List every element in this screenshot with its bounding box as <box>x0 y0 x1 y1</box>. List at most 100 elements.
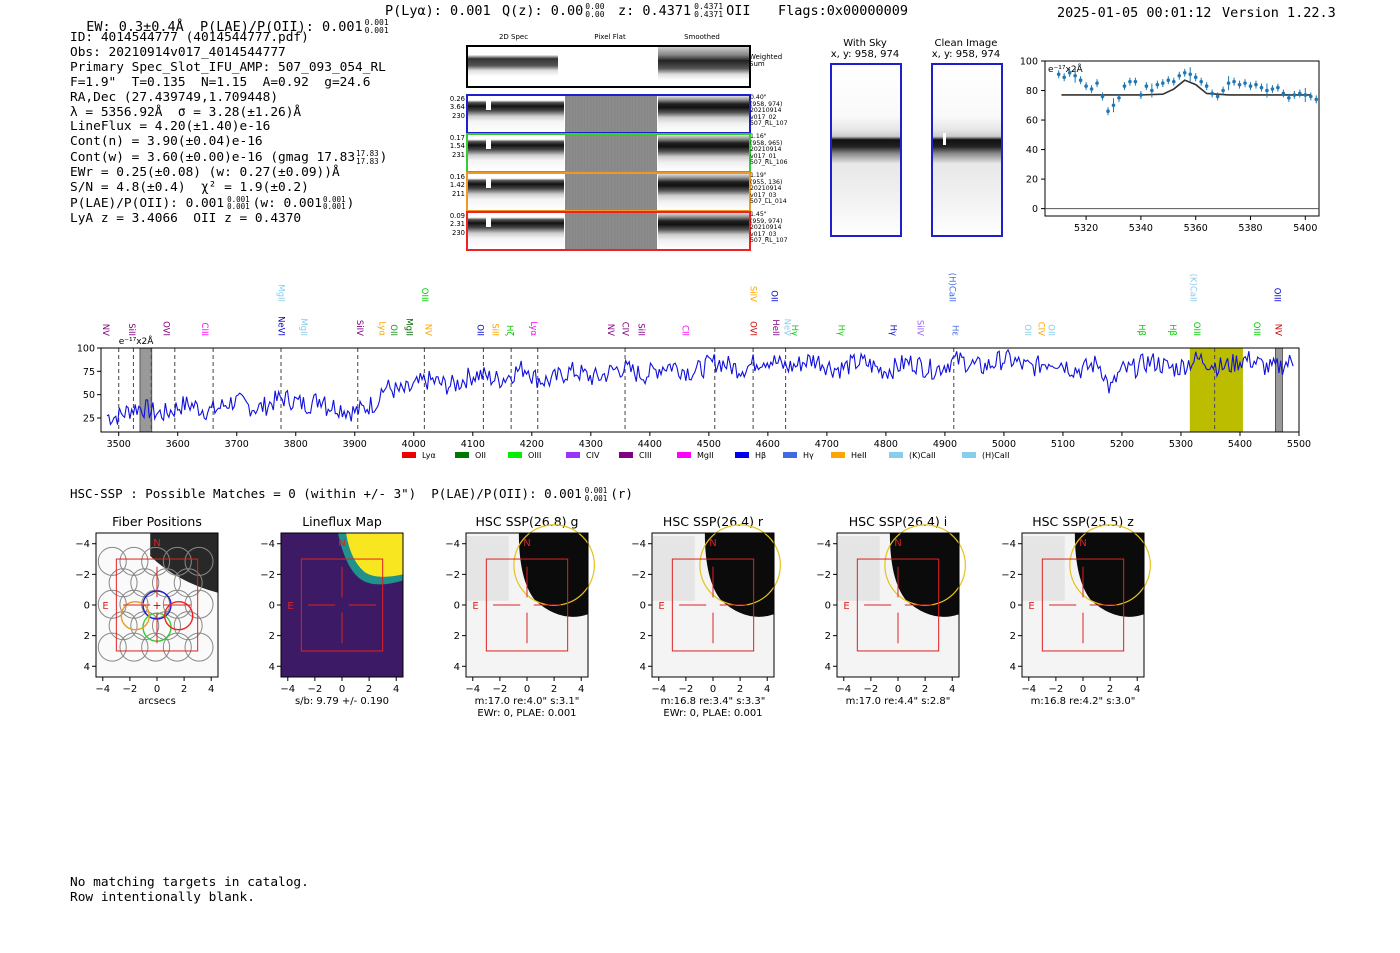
legend-label: (H)CaII <box>982 451 1009 460</box>
fiber-circle <box>184 632 214 662</box>
hsc-bright-source <box>1074 533 1144 617</box>
hsc-bright-source <box>889 533 959 617</box>
cutout-meta-line: v017_01 <box>750 152 777 160</box>
cutout-meta-line: 0.40" <box>750 94 767 101</box>
info-ewr: EWr = 0.25(±0.08) (w: 0.27(±0.09))Å <box>70 165 340 181</box>
info-lineflux: LineFlux = 4.20(±1.40)e-16 <box>70 119 271 135</box>
hsc-panel-caption: EWr: 0, PLAE: 0.001 <box>477 708 576 719</box>
spectrum-scale-label: e⁻¹⁷x2Å <box>119 335 155 347</box>
cutout-stat: 0.26 <box>449 95 465 103</box>
cutout-pixel-flat <box>565 96 657 132</box>
zoom-xtick-label: 5320 <box>1074 223 1098 234</box>
zoom-xtick-label: 5400 <box>1293 223 1317 234</box>
hsc-xtick-label: 4 <box>393 684 399 695</box>
legend-label: (K)CaII <box>909 451 936 460</box>
cutout-meta-line: (955, 136) <box>750 178 783 186</box>
hsc-ytick-label: −4 <box>445 539 460 550</box>
zoom-data-point <box>1193 75 1198 80</box>
cutout-meta-line: v017_03 <box>750 230 777 238</box>
hsc-xtick-label: 0 <box>710 684 716 695</box>
hsc-xtick-label: −4 <box>280 684 295 695</box>
zoom-data-point <box>1067 71 1072 75</box>
legend-label: Hβ <box>755 451 766 460</box>
spectrum-xtick-label: 5000 <box>992 439 1016 450</box>
cutout-2dspec <box>468 213 564 249</box>
spectral-line-label: SiII <box>126 323 136 336</box>
spectral-line-label: OII <box>388 324 398 336</box>
hsc-xtick-label: 0 <box>339 684 345 695</box>
zoom-data-point <box>1254 82 1258 87</box>
hsc-xtick-label: 2 <box>1107 684 1113 695</box>
hsc-xtick-label: −4 <box>95 684 110 695</box>
zoom-data-point <box>1073 73 1077 78</box>
hsc-xtick-label: 4 <box>208 684 214 695</box>
cutout-col-label: 2D Spec <box>498 33 529 41</box>
spectral-line-label: MgII <box>298 318 308 336</box>
info-id: ID: 4014544777 (4014544777.pdf) <box>70 30 309 45</box>
cutout-pixel-flat <box>565 213 657 249</box>
spectral-line-label: SiIV <box>354 320 364 336</box>
info-contn: Cont(n) = 3.90(±0.04)e-16 <box>70 134 263 150</box>
cutout-stat: 2.31 <box>449 220 465 229</box>
cutout-stat: 230 <box>452 228 465 237</box>
zoom-data-point <box>1095 81 1099 85</box>
spectral-line-label: NV <box>100 324 110 336</box>
legend-swatch <box>508 452 522 458</box>
cutout-row-meta: 1.45" (959, 974) 20210914 v017_03 507_RL_107 <box>750 211 795 245</box>
hsc-ytick-label: −2 <box>1001 570 1016 581</box>
info-primary: Primary Spec_Slot_IFU_AMP: 507_093_054_R… <box>70 59 386 75</box>
header-ew-plae: EW: 0.3±0.4Å P(LAE)/P(OII): 0.001 <box>86 19 363 35</box>
cutout-row-box <box>466 211 751 251</box>
fiber-circle <box>141 632 171 662</box>
spectral-line-label: SiIV <box>915 320 925 336</box>
cutout-meta-line: (958, 974) <box>750 100 783 108</box>
zoom-ytick-label: 0 <box>1032 204 1038 215</box>
spectral-line-label: CIV <box>620 322 630 336</box>
fiber-circle <box>151 568 181 598</box>
zoom-data-point <box>1056 72 1061 77</box>
spectral-line-label: HeII <box>770 319 780 336</box>
zoom-data-point <box>1259 85 1264 90</box>
zoom-data-point <box>1215 94 1220 99</box>
east-label: E <box>287 601 293 612</box>
hsc-ytick-label: −2 <box>631 570 646 581</box>
spectral-line-label: Hβ <box>1136 324 1146 336</box>
zoom-data-point <box>1166 78 1171 82</box>
header-datetime: 2025-01-05 00:01:12 <box>1057 5 1212 21</box>
header-flags: Flags:0x00000009 <box>778 3 909 19</box>
spectrum-trace <box>106 348 1294 426</box>
hsc-ytick-label: −2 <box>75 570 90 581</box>
hsc-xtick-label: 0 <box>895 684 901 695</box>
zoom-data-point <box>1078 78 1083 82</box>
cutout-row-box <box>466 172 751 212</box>
zoom-data-point <box>1210 91 1214 96</box>
cutout-row-meta: 1.16" (958, 965) 20210914 v017_01 507_RL_106 <box>750 133 795 167</box>
zoom-data-point <box>1265 88 1269 93</box>
spectral-line-label: OVI <box>748 321 758 336</box>
fiber-circle <box>119 589 149 619</box>
spectral-line-label: OIII <box>419 288 429 302</box>
cutout-col-label: Pixel Flat <box>594 33 626 41</box>
hsc-ytick-label: 0 <box>84 601 90 612</box>
fiber-circle <box>108 568 138 598</box>
spectral-line-markers <box>118 348 1216 432</box>
zoom-xtick-label: 5380 <box>1238 223 1262 234</box>
east-label: E <box>472 601 478 612</box>
hsc-xtick-label: 4 <box>949 684 955 695</box>
header-version: Version 1.22.3 <box>1222 5 1336 21</box>
zoom-data-point <box>1117 96 1121 100</box>
zoom-data-point <box>1089 87 1094 91</box>
fiber-center-marker: + <box>152 599 161 612</box>
cutout-stat: 0.09 <box>449 212 465 220</box>
zoom-data-point <box>1155 82 1160 87</box>
hsc-ytick-label: 4 <box>825 662 831 673</box>
info-lambda: λ = 5356.92Å σ = 3.28(±1.26)Å <box>70 104 302 120</box>
spectral-line-label: Hβ <box>1167 324 1177 336</box>
hsc-xtick-label: 0 <box>154 684 160 695</box>
cutout-row-meta: 0.40" (958, 974) 20210914 v017_02 507_RL_107 <box>750 94 795 128</box>
zoom-xtick-label: 5360 <box>1184 223 1208 234</box>
search-box <box>485 558 569 652</box>
spectral-line-label: SiII <box>490 323 500 336</box>
